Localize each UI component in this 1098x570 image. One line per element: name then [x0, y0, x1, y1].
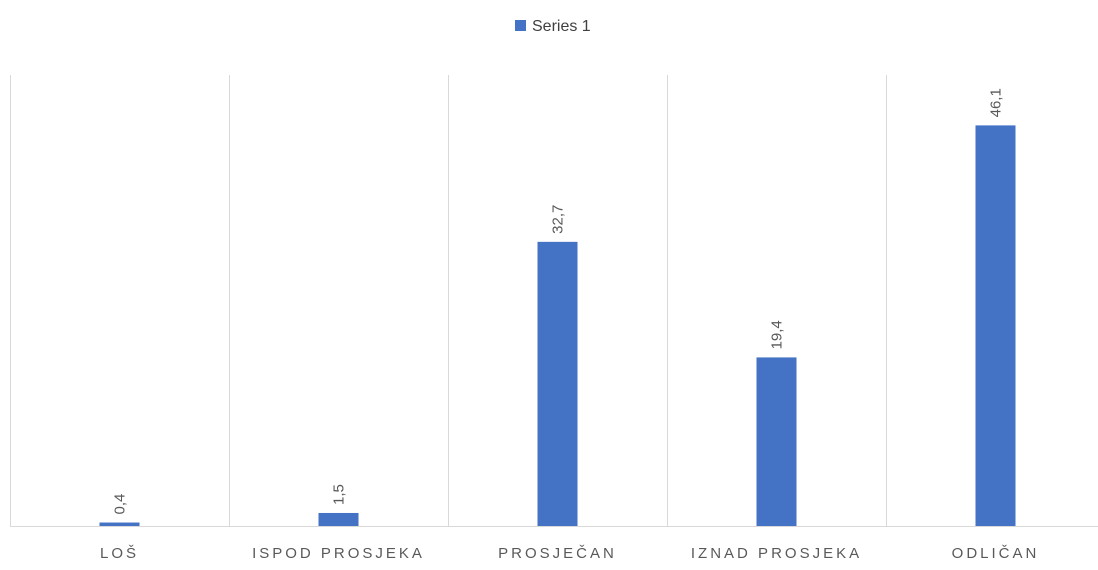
data-labels: 0,4 1,5 32,7 19,4 46,1 [112, 88, 1005, 514]
data-label: 32,7 [550, 205, 567, 234]
bar[interactable] [975, 125, 1016, 527]
bar[interactable] [99, 522, 140, 526]
data-label: 0,4 [112, 494, 129, 515]
data-label: 46,1 [988, 88, 1005, 117]
bars [99, 125, 1016, 527]
category-label: ISPOD PROSJEKA [252, 545, 425, 562]
bar[interactable] [537, 241, 578, 526]
category-label: ODLIČAN [952, 545, 1040, 562]
bar[interactable] [756, 357, 797, 526]
category-label: PROSJEČAN [498, 545, 617, 562]
category-label: LOŠ [100, 545, 139, 562]
data-label: 1,5 [331, 484, 348, 505]
legend-swatch-series-1 [515, 20, 526, 31]
legend-label-series-1: Series 1 [532, 18, 591, 35]
data-label: 19,4 [769, 320, 786, 349]
bar[interactable] [318, 512, 359, 526]
legend[interactable]: Series 1 [515, 18, 591, 35]
category-axis-labels: LOŠ ISPOD PROSJEKA PROSJEČAN IZNAD PROSJEKA… [100, 545, 1040, 562]
gridlines [10, 75, 1098, 527]
category-label: IZNAD PROSJEKA [691, 545, 862, 562]
